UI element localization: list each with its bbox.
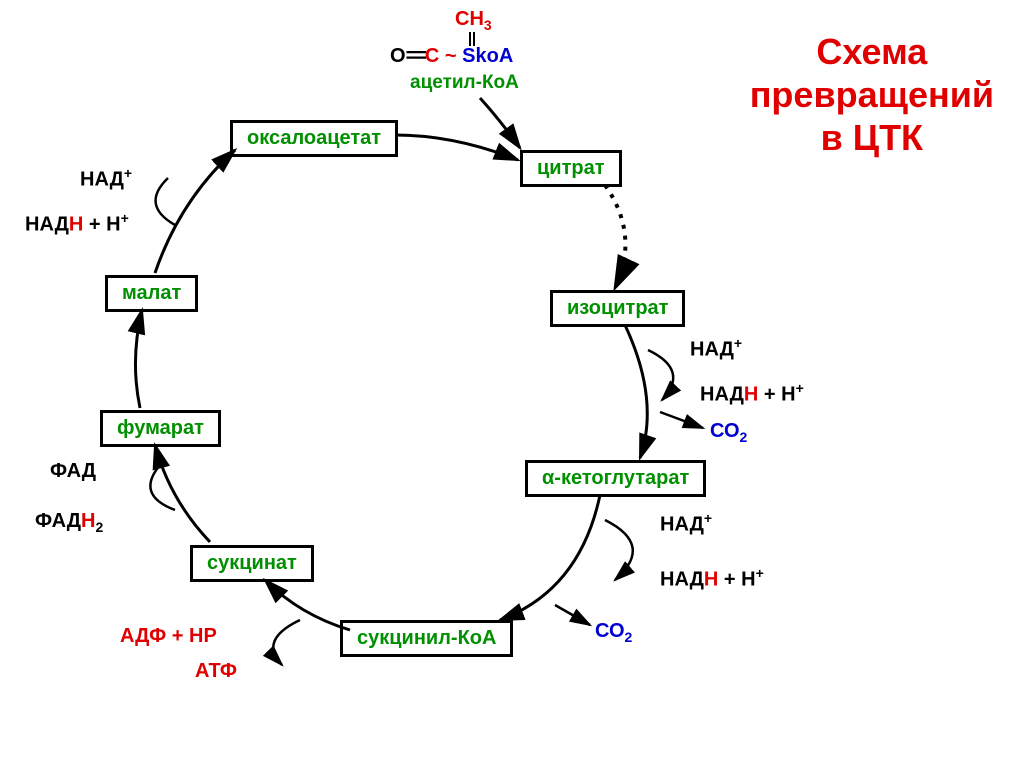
node-succinate: сукцинат (190, 545, 314, 582)
title-line-1: Схема (750, 30, 994, 73)
node-isocitrate: изоцитрат (550, 290, 685, 327)
cofactor-nadh-1: НАДН + Н+ (25, 210, 129, 237)
cofactor-fadh2: ФАДН2 (35, 510, 103, 535)
node-malate: малат (105, 275, 198, 312)
cofactor-atp: АТФ (195, 660, 237, 683)
cofactor-nad-3: НАД+ (660, 510, 712, 537)
node-succinyl-coa: сукцинил-КоА (340, 620, 513, 657)
acetyl-formula: O==C ~ SkoA (390, 45, 513, 68)
title-line-2: превращений (750, 73, 994, 116)
acetyl-label: ацетил-КоА (410, 72, 519, 94)
cofactor-nadh-2: НАДН + Н+ (700, 380, 804, 407)
node-oxaloacetate: оксалоацетат (230, 120, 398, 157)
cofactor-nadh-3: НАДН + Н+ (660, 565, 764, 592)
node-fumarate: фумарат (100, 410, 221, 447)
node-citrate: цитрат (520, 150, 622, 187)
cofactor-nad-1: НАД+ (80, 165, 132, 192)
cofactor-adp: АДФ + НР (120, 625, 217, 648)
cofactor-co2-1: СО2 (710, 420, 747, 445)
diagram-title: Схема превращений в ЦТК (750, 30, 994, 160)
node-alpha-kg: α-кетоглутарат (525, 460, 706, 497)
cofactor-fad: ФАД (50, 460, 96, 483)
acetyl-ch3: CH3 (455, 8, 492, 33)
cofactor-nad-2: НАД+ (690, 335, 742, 362)
title-line-3: в ЦТК (750, 116, 994, 159)
cofactor-co2-2: СО2 (595, 620, 632, 645)
